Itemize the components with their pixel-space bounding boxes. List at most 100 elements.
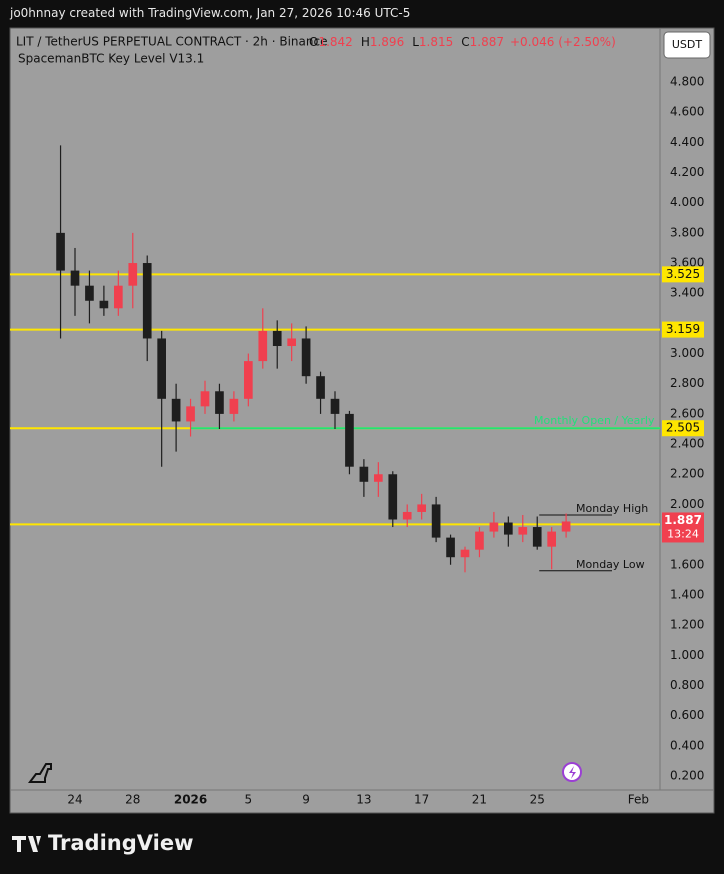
legend-value: 1.887 xyxy=(470,35,504,49)
monthly-open-label: Monthly Open / Yearly xyxy=(534,414,655,427)
candle-body xyxy=(547,531,556,547)
candle-body xyxy=(142,263,152,339)
candle-body xyxy=(330,398,340,414)
candle-body xyxy=(431,504,441,538)
y-tick-label: 2.000 xyxy=(670,497,704,511)
y-tick-label: 2.400 xyxy=(670,437,704,451)
y-tick-label: 3.000 xyxy=(670,346,704,360)
legend-value: 1.896 xyxy=(370,35,404,49)
candle-body xyxy=(417,504,426,512)
x-tick-label: 28 xyxy=(125,793,140,807)
currency-button[interactable] xyxy=(663,31,711,59)
level-price-box xyxy=(662,420,704,437)
countdown-label: 13:24 xyxy=(667,527,699,540)
x-tick-label: 5 xyxy=(245,793,253,807)
y-tick-label: 1.200 xyxy=(670,618,704,632)
candle-body xyxy=(200,391,210,407)
legend-value: 1.815 xyxy=(419,35,453,49)
candle-body xyxy=(518,527,528,535)
indicator-name: SpacemanBTC Key Level V13.1 xyxy=(18,52,204,66)
x-tick-label: 2026 xyxy=(174,793,207,807)
last-price-box xyxy=(662,512,704,543)
y-tick-label: 1.400 xyxy=(670,587,704,601)
level-price-box xyxy=(662,321,704,338)
tv-logo-icon xyxy=(28,763,52,783)
level-price-box xyxy=(662,266,704,283)
legend-key: H xyxy=(361,35,370,49)
y-tick-label: 2.800 xyxy=(670,376,704,390)
y-tick-label: 0.400 xyxy=(670,738,704,752)
y-tick-label: 4.400 xyxy=(670,135,704,149)
candle-body xyxy=(489,522,499,532)
candle-body xyxy=(374,474,383,482)
candle-body xyxy=(287,338,296,347)
candle-body xyxy=(171,398,181,422)
x-tick-label: 13 xyxy=(356,793,371,807)
candle-body xyxy=(244,361,253,399)
legend-key: C xyxy=(461,35,469,49)
candle-body xyxy=(532,527,542,547)
candle-body xyxy=(359,466,369,482)
y-tick-label: 0.600 xyxy=(670,708,704,722)
y-tick-label: 2.600 xyxy=(670,406,704,420)
candle-body xyxy=(128,263,138,286)
chart-panel xyxy=(9,27,715,814)
candle-body xyxy=(460,549,470,558)
monday-level-label: Monday Low xyxy=(576,558,645,571)
level-price-label: 2.505 xyxy=(666,421,700,435)
x-tick-label: 17 xyxy=(414,793,429,807)
x-tick-label: Feb xyxy=(628,793,649,807)
candle-body xyxy=(561,521,571,532)
candle-body xyxy=(504,522,513,535)
legend-change: +0.046 (+2.50%) xyxy=(510,35,616,49)
candle-body xyxy=(316,376,325,399)
brand-icon xyxy=(12,836,41,852)
brand: TradingView xyxy=(48,831,194,855)
level-price-label: 3.159 xyxy=(666,322,700,336)
monday-level-label: Monday High xyxy=(576,502,648,515)
legend-key: O xyxy=(309,35,318,49)
y-tick-label: 4.600 xyxy=(670,105,704,119)
ohlc-legend: O1.842 H1.896 L1.815 C1.887 +0.046 (+2.50%) xyxy=(309,35,616,49)
candle-body xyxy=(388,474,398,520)
candle-body xyxy=(229,398,239,414)
candle-body xyxy=(157,338,166,399)
y-tick-label: 4.200 xyxy=(670,165,704,179)
x-tick-label: 24 xyxy=(67,793,82,807)
y-tick-label: 2.200 xyxy=(670,467,704,481)
x-tick-label: 25 xyxy=(530,793,545,807)
x-tick-label: 9 xyxy=(302,793,310,807)
candle-body xyxy=(446,537,455,558)
candle-body xyxy=(345,413,354,467)
alert-bolt xyxy=(569,766,576,779)
y-tick-label: 4.000 xyxy=(670,195,704,209)
y-tick-label: 3.600 xyxy=(670,256,704,270)
candle-body xyxy=(114,285,123,309)
y-tick-label: 0.800 xyxy=(670,678,704,692)
last-price-label: 1.887 xyxy=(664,513,702,527)
y-tick-label: 0.200 xyxy=(670,768,704,782)
plot: Monthly Open / Yearly Monday High Monday L… xyxy=(10,145,660,573)
candle-body xyxy=(272,330,282,347)
candle-body xyxy=(99,300,109,309)
legend-value: 1.842 xyxy=(318,35,352,49)
candle-body xyxy=(475,531,484,550)
candle-body xyxy=(215,391,224,414)
x-tick-label: 21 xyxy=(472,793,487,807)
level-price-label: 3.525 xyxy=(666,267,700,281)
currency-label[interactable]: USDT xyxy=(672,38,703,51)
candle-body xyxy=(301,338,311,377)
y-tick-label: 1.600 xyxy=(670,557,704,571)
candle-body xyxy=(402,511,412,520)
candle-body xyxy=(70,270,80,286)
candle-body xyxy=(85,285,94,301)
y-tick-label: 3.800 xyxy=(670,225,704,239)
y-tick-label: 3.400 xyxy=(670,286,704,300)
candle-body xyxy=(186,406,195,422)
candle-body xyxy=(258,330,268,362)
legend-key: L xyxy=(412,35,419,49)
chart-title: LIT / TetherUS PERPETUAL CONTRACT · 2h ·… xyxy=(16,35,327,49)
y-tick-label: 1.000 xyxy=(670,648,704,662)
